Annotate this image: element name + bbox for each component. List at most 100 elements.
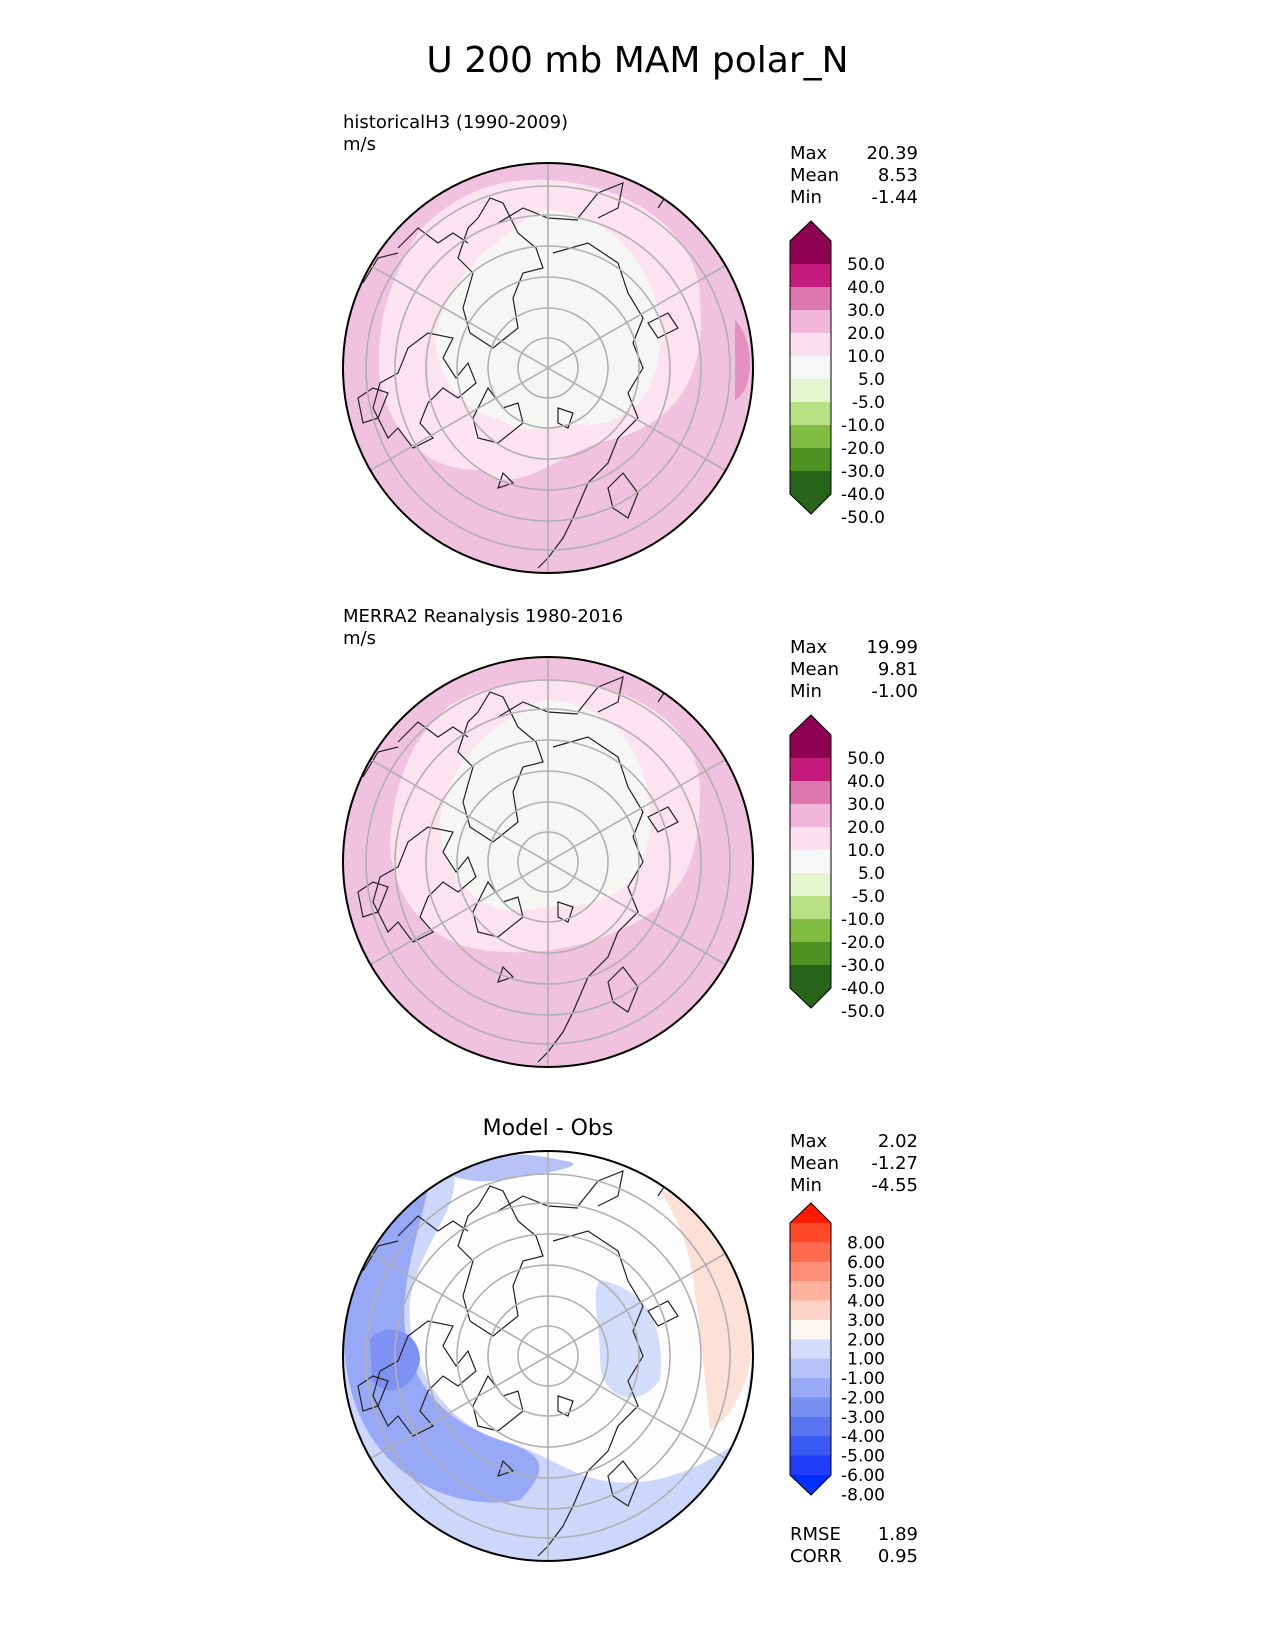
colorbar-outline <box>789 1202 832 1496</box>
colorbar-swatch <box>790 1319 831 1340</box>
stat-name: CORR <box>790 1546 842 1567</box>
panel2-map <box>342 656 754 1068</box>
panel3-stats: Max 2.02 Mean -1.27 Min -4.55 <box>790 1131 918 1197</box>
panel1-map <box>342 162 754 574</box>
colorbar-tick-label: 40.0 <box>847 278 885 298</box>
colorbar-tick-label: 10.0 <box>847 347 885 367</box>
colorbar-swatch <box>790 1300 831 1321</box>
colorbar-tick-label: 1.00 <box>847 1350 885 1370</box>
colorbar-tick-label: -4.00 <box>841 1427 885 1447</box>
panel2-map-border <box>342 656 754 1068</box>
stat-name: Max <box>790 143 828 164</box>
colorbar-tick-label: 30.0 <box>847 795 885 815</box>
colorbar-tick-label: 50.0 <box>847 749 885 769</box>
colorbar-tick-label: -6.00 <box>841 1466 885 1486</box>
colorbar-extend-top <box>790 221 831 241</box>
colorbar-tick-label: 5.0 <box>858 370 885 390</box>
colorbar-swatch <box>790 471 831 495</box>
colorbar-swatch <box>790 827 831 851</box>
stat-name: Min <box>790 681 822 702</box>
colorbar-extend-top <box>790 1203 831 1223</box>
colorbar-tick-label: -30.0 <box>841 462 885 482</box>
panel1-map-border <box>342 162 754 574</box>
colorbar-swatch <box>790 356 831 380</box>
colorbar-tick-label: 20.0 <box>847 818 885 838</box>
colorbar-outline <box>789 714 832 1009</box>
colorbar-tick-label: 5.00 <box>847 1272 885 1292</box>
panel3-title: Model - Obs <box>482 1116 614 1141</box>
panel2-units-label: m/s <box>343 628 376 649</box>
stat-value: -1.27 <box>871 1153 918 1174</box>
stat-name: Max <box>790 637 828 658</box>
colorbar-tick-label: 40.0 <box>847 772 885 792</box>
colorbar-tick-label: -10.0 <box>841 910 885 930</box>
colorbar-outline <box>789 220 832 515</box>
colorbar-swatch <box>790 1416 831 1437</box>
panel3-error-stats: RMSE 1.89 CORR 0.95 <box>790 1524 918 1568</box>
colorbar-swatch <box>790 1358 831 1379</box>
colorbar-swatch <box>790 873 831 897</box>
colorbar-swatch <box>790 850 831 874</box>
colorbar-swatch <box>790 310 831 334</box>
stat-name: Mean <box>790 659 840 680</box>
figure-title: U 200 mb MAM polar_N <box>426 40 849 81</box>
colorbar-swatch <box>790 758 831 782</box>
stat-value: 9.81 <box>877 659 918 680</box>
panel1-stats: Max 20.39 Mean 8.53 Min -1.44 <box>790 143 918 209</box>
colorbar-tick-label: -50.0 <box>841 508 885 528</box>
colorbar-extend-bottom <box>790 988 831 1008</box>
colorbar-tick-label: 3.00 <box>847 1311 885 1331</box>
colorbar-tick-label: 2.00 <box>847 1330 885 1350</box>
colorbar-tick-label: -30.0 <box>841 956 885 976</box>
panel3-colorbar: 8.006.005.004.003.002.001.00-1.00-2.00-3… <box>789 1202 885 1505</box>
colorbar-tick-label: -5.0 <box>852 393 885 413</box>
colorbar-swatch <box>790 425 831 449</box>
colorbar-swatch <box>790 1436 831 1457</box>
colorbar-swatch <box>790 1378 831 1398</box>
stat-name: Max <box>790 1131 828 1152</box>
stat-value: -1.00 <box>871 681 918 702</box>
colorbar-swatch <box>790 448 831 472</box>
colorbar-swatch <box>790 1455 831 1476</box>
panel3-map-border <box>342 1150 754 1562</box>
colorbar-tick-label: -5.00 <box>841 1447 885 1467</box>
colorbar-swatch <box>790 1397 831 1418</box>
colorbar-tick-label: -20.0 <box>841 933 885 953</box>
colorbar-tick-label: 30.0 <box>847 301 885 321</box>
colorbar-swatch <box>790 1281 831 1302</box>
stat-value: 1.89 <box>877 1524 918 1545</box>
colorbar-extend-bottom <box>790 494 831 514</box>
stat-value: 19.99 <box>866 637 918 658</box>
colorbar-tick-label: 5.0 <box>858 864 885 884</box>
colorbar-tick-label: -10.0 <box>841 416 885 436</box>
stat-name: Min <box>790 1175 822 1196</box>
colorbar-tick-label: -50.0 <box>841 1002 885 1022</box>
colorbar-extend-top <box>790 715 831 735</box>
colorbar-swatch <box>790 1261 831 1282</box>
panel1-field-max <box>735 320 750 400</box>
colorbar-tick-label: 6.00 <box>847 1253 885 1273</box>
panel2-label: MERRA2 Reanalysis 1980-2016 m/s <box>343 606 623 650</box>
colorbar-swatch <box>790 241 831 265</box>
colorbar-swatch <box>790 965 831 989</box>
stat-name: RMSE <box>790 1524 841 1545</box>
colorbar-swatch <box>790 735 831 759</box>
panel2-colorbar: 50.0 40.0 30.0 20.0 10.0 5.0 -5.0 -10.0 -20.0 -30… <box>789 714 885 1022</box>
colorbar-swatch <box>790 379 831 403</box>
stat-value: -4.55 <box>871 1175 918 1196</box>
stat-value: 8.53 <box>877 165 918 186</box>
colorbar-tick-label: 20.0 <box>847 324 885 344</box>
stat-value: 20.39 <box>866 143 918 164</box>
colorbar-tick-label: -8.00 <box>841 1485 885 1505</box>
colorbar-swatch <box>790 264 831 288</box>
colorbar-swatch <box>790 1242 831 1263</box>
colorbar-swatch <box>790 333 831 357</box>
panel1-label: historicalH3 (1990-2009) m/s <box>343 112 568 156</box>
stat-name: Min <box>790 187 822 208</box>
panel2-stats: Max 19.99 Mean 9.81 Min -1.00 <box>790 637 918 703</box>
colorbar-swatch <box>790 1223 831 1243</box>
stat-value: 0.95 <box>877 1546 918 1567</box>
colorbar-tick-label: -40.0 <box>841 485 885 505</box>
colorbar-tick-label: 50.0 <box>847 255 885 275</box>
colorbar-swatch <box>790 804 831 828</box>
